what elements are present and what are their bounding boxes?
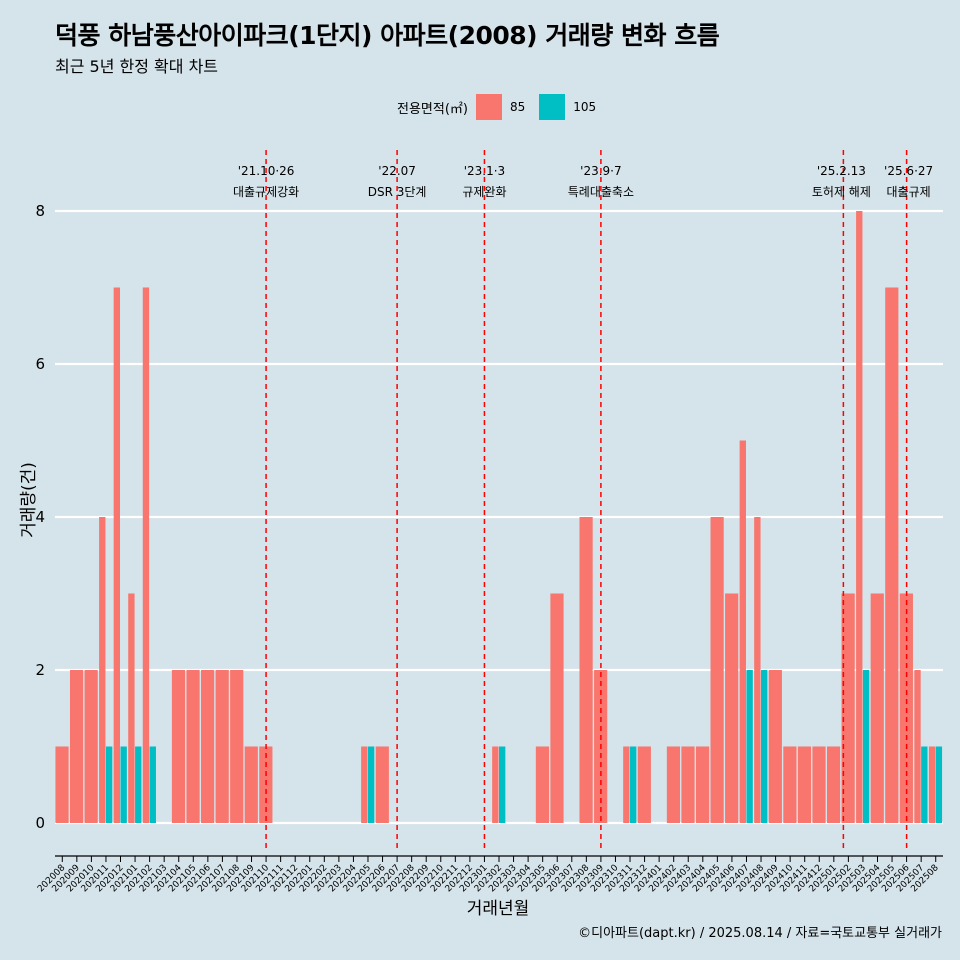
bar-202101-105 [135, 746, 142, 823]
bar-202409-85 [768, 670, 782, 823]
bar-202010-85 [84, 670, 98, 823]
bar-202102-105 [149, 746, 156, 823]
event-label-202309: 특례대출축소 [568, 185, 634, 199]
event-date-202309: '23.9·7 [580, 164, 621, 178]
bar-202012-105 [120, 746, 127, 823]
bar-202205-105 [367, 746, 375, 823]
bar-202101-85 [128, 593, 135, 823]
bar-202308-85 [579, 517, 593, 823]
legend-label-105: 105 [573, 100, 597, 114]
bar-202105-85 [186, 670, 200, 823]
bar-202410-85 [783, 746, 797, 823]
bar-202311-105 [630, 746, 637, 823]
bar-202011-85 [99, 517, 106, 823]
bar-202011-105 [105, 746, 113, 823]
event-date-202301: '23.1·3 [464, 164, 505, 178]
bar-202302-85 [492, 746, 499, 823]
bar-202306-85 [550, 593, 564, 823]
y-axis-label: 거래량(건) [19, 462, 39, 538]
event-label-202502: 토허제 해제 [812, 185, 871, 199]
bars [55, 211, 943, 823]
bar-202012-85 [113, 287, 121, 823]
event-label-202301: 규제완화 [462, 185, 506, 199]
bar-202407-85 [739, 440, 746, 823]
bar-202312-85 [637, 746, 651, 823]
event-label-202207: DSR 3단계 [368, 185, 427, 199]
bar-202408-105 [761, 670, 768, 823]
bar-202403-85 [681, 746, 695, 823]
bar-202107-85 [215, 670, 229, 823]
legend: 전용면적(㎡) 85 105 [397, 94, 610, 120]
bar-202206-85 [375, 746, 389, 823]
bar-202106-85 [201, 670, 215, 823]
bar-202508-85 [928, 746, 936, 823]
bar-202205-85 [361, 746, 368, 823]
bar-202302-105 [499, 746, 506, 823]
legend-label-85: 85 [509, 100, 526, 114]
bar-202109-85 [244, 746, 258, 823]
bar-202504-85 [870, 593, 884, 823]
bar-202009-85 [69, 670, 84, 823]
y-tick-label: 2 [35, 661, 45, 679]
bar-202502-85 [841, 593, 855, 823]
bar-202411-85 [797, 746, 812, 823]
event-label-202506: 대출규제 [887, 185, 931, 199]
bar-202503-105 [862, 670, 870, 823]
bar-202412-85 [812, 746, 826, 823]
bar-202108-85 [230, 670, 244, 823]
y-tick-label: 8 [35, 202, 45, 220]
event-date-202207: '22.07 [378, 164, 416, 178]
event-date-202110: '21.10·26 [238, 164, 295, 178]
legend-swatch-105 [539, 94, 566, 120]
legend-swatch-85 [475, 94, 502, 120]
bar-202507-105 [921, 746, 928, 823]
bar-202407-105 [746, 670, 753, 823]
x-axis-label: 거래년월 [467, 899, 530, 919]
y-tick-label: 4 [35, 508, 45, 526]
bar-202008-85 [55, 746, 69, 823]
event-label-202110: 대출규제강화 [233, 185, 299, 199]
y-tick-label: 0 [35, 814, 45, 832]
event-date-202506: '25.6·27 [884, 164, 933, 178]
legend-title: 전용면적(㎡) [397, 101, 468, 117]
bar-202508-105 [935, 746, 943, 823]
bar-202305-85 [535, 746, 550, 823]
bar-202311-85 [623, 746, 630, 823]
bar-202102-85 [142, 287, 150, 823]
bar-202402-85 [666, 746, 681, 823]
chart-subtitle: 최근 5년 한정 확대 차트 [55, 57, 219, 76]
bar-202406-85 [725, 593, 739, 823]
event-date-202502: '25.2.13 [817, 164, 866, 178]
bar-202505-85 [885, 287, 899, 823]
chart-title: 덕풍 하남풍산아이파크(1단지) 아파트(2008) 거래량 변화 흐름 [55, 21, 720, 50]
bar-202405-85 [710, 517, 724, 823]
bar-202507-85 [914, 670, 921, 823]
bar-202408-85 [754, 517, 761, 823]
event-lines: '21.10·26 대출규제강화 '22.07 DSR 3단계 '23.1·3 규제완화 '… [233, 150, 933, 850]
bar-202404-85 [695, 746, 710, 823]
bar-202501-85 [826, 746, 841, 823]
bar-202104-85 [171, 670, 186, 823]
source-caption: ©디아파트(dapt.kr) / 2025.08.14 / 자료=국토교통부 실… [578, 926, 942, 941]
y-tick-label: 6 [35, 355, 45, 373]
bar-202503-85 [856, 211, 863, 823]
